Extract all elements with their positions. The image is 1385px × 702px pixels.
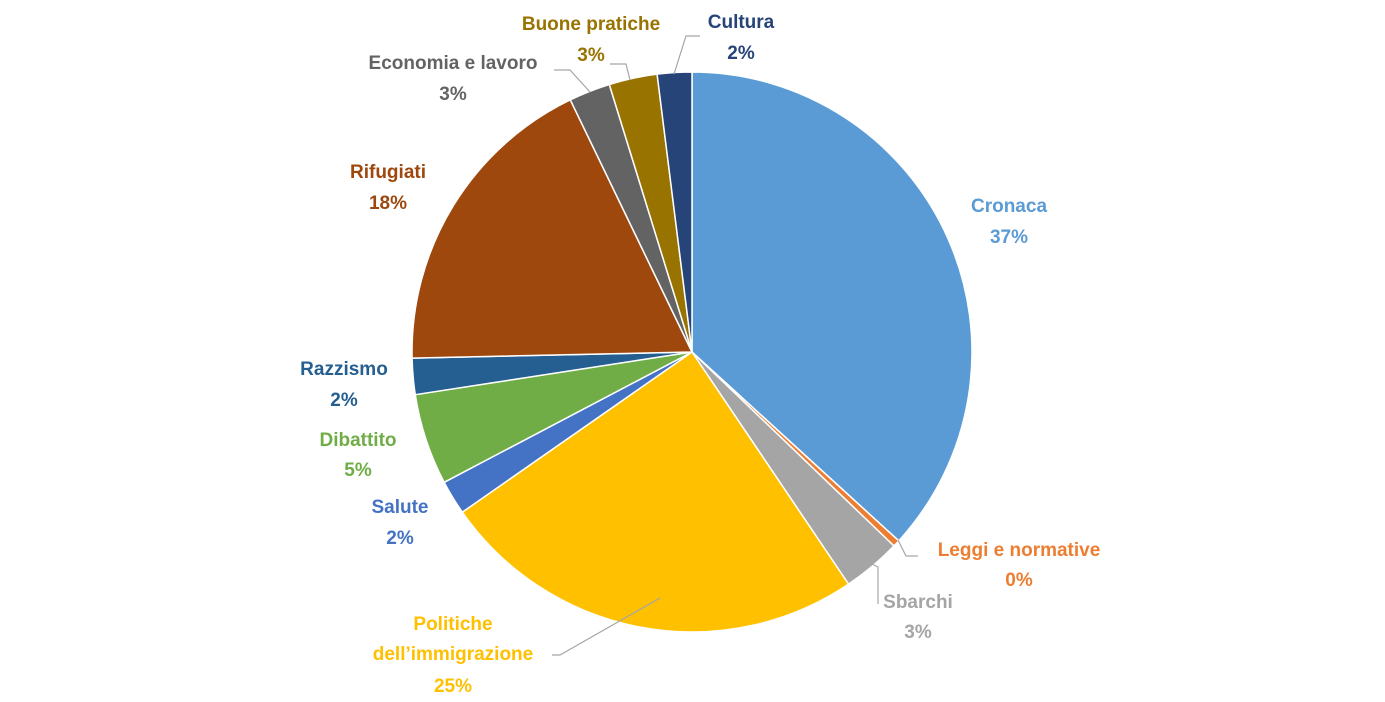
- slice-label-name: Salute: [371, 497, 428, 518]
- slice-label-percent: 2%: [386, 528, 414, 549]
- slice-label-name: Economia e lavoro: [369, 53, 538, 74]
- slice-label-name: Dibattito: [319, 430, 396, 451]
- slice-label-percent: 5%: [344, 460, 372, 481]
- slice-label-percent: 2%: [330, 390, 358, 411]
- slice-label-name: Sbarchi: [883, 592, 953, 613]
- slice-label-name: Leggi e normative: [938, 540, 1101, 561]
- slice-label-name: Rifugiati: [350, 162, 426, 183]
- slice-label-name: Politiche: [413, 614, 492, 635]
- slice-label-name: Razzismo: [300, 359, 388, 380]
- leader-line: [897, 539, 918, 557]
- slice-label-name: Cronaca: [971, 196, 1047, 217]
- leader-line: [673, 35, 700, 75]
- slice-label-name: Cultura: [708, 12, 775, 33]
- pie-slice-cronaca: [691, 71, 973, 542]
- slice-labels: Cronaca 37% Leggi e normative 0% Sbarchi 3% Po…: [300, 12, 1100, 697]
- slice-label-percent: 25%: [434, 676, 472, 697]
- leader-line: [869, 562, 879, 604]
- leader-line: [610, 63, 631, 81]
- slice-label-percent: 0%: [1005, 570, 1033, 591]
- slice-label-percent: 37%: [990, 227, 1028, 248]
- slice-label-name: Buone pratiche: [522, 14, 660, 35]
- slice-label-percent: 3%: [577, 45, 605, 66]
- leader-line: [552, 597, 661, 656]
- pie-slices: [411, 71, 973, 633]
- pie-slice-rifugiati: [411, 98, 694, 359]
- slice-label-percent: 3%: [904, 622, 932, 643]
- slice-label-percent: 2%: [727, 43, 755, 64]
- slice-label-percent: 18%: [369, 193, 407, 214]
- leader-line: [554, 69, 591, 93]
- pie-slice-politiche-dell-immigrazione: [461, 350, 850, 633]
- leader-lines: [552, 35, 918, 656]
- slice-label-name: dell’immigrazione: [373, 644, 533, 665]
- slice-label-percent: 3%: [439, 84, 467, 105]
